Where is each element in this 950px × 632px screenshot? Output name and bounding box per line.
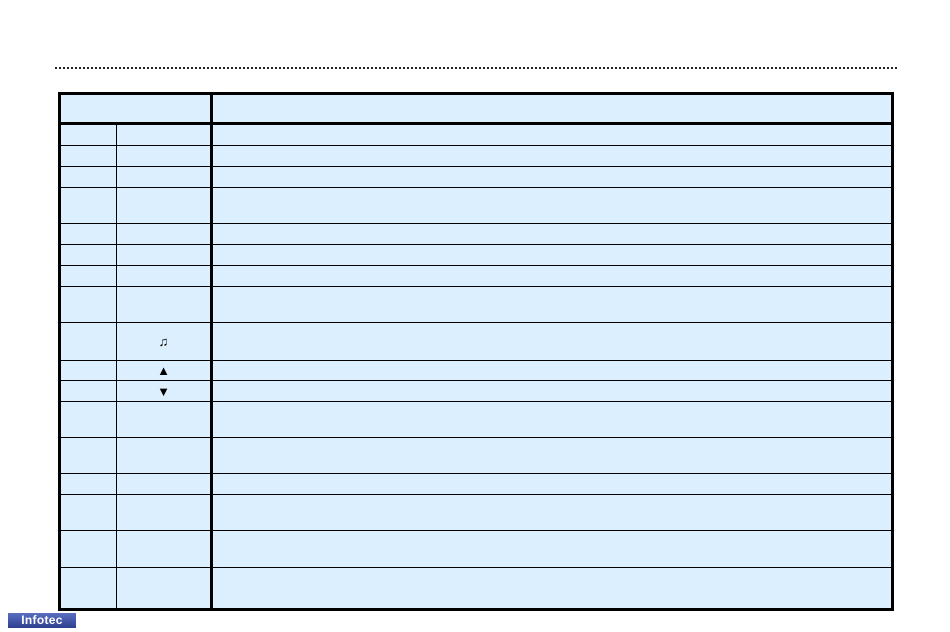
- table-row: [59, 145, 893, 167]
- table-row: ▼: [59, 380, 893, 402]
- table-row: [59, 530, 893, 568]
- infotec-logo: Infotec: [8, 613, 76, 628]
- table-row: [59, 401, 893, 438]
- table-row: [59, 265, 893, 287]
- header-cell-description: [210, 93, 893, 125]
- triangle-up-icon: ▲: [116, 360, 212, 381]
- table-row: [59, 244, 893, 266]
- header-cell-item: [59, 93, 212, 125]
- triangle-down-icon: ▼: [116, 380, 212, 402]
- table-row: ♫: [59, 322, 893, 361]
- table-row: [59, 494, 893, 531]
- spec-table: ♫ ▲ ▼: [58, 92, 894, 611]
- table-row: [59, 223, 893, 245]
- dotted-divider: [55, 67, 897, 69]
- table-row: [59, 123, 893, 146]
- table-row: [59, 473, 893, 495]
- music-note-icon: ♫: [116, 322, 212, 361]
- table-row: ▲: [59, 360, 893, 381]
- table-header-row: [59, 93, 893, 125]
- table-row: [59, 187, 893, 224]
- table-row: [59, 567, 893, 610]
- table-row: [59, 286, 893, 323]
- table-row: [59, 437, 893, 474]
- table-row: [59, 166, 893, 188]
